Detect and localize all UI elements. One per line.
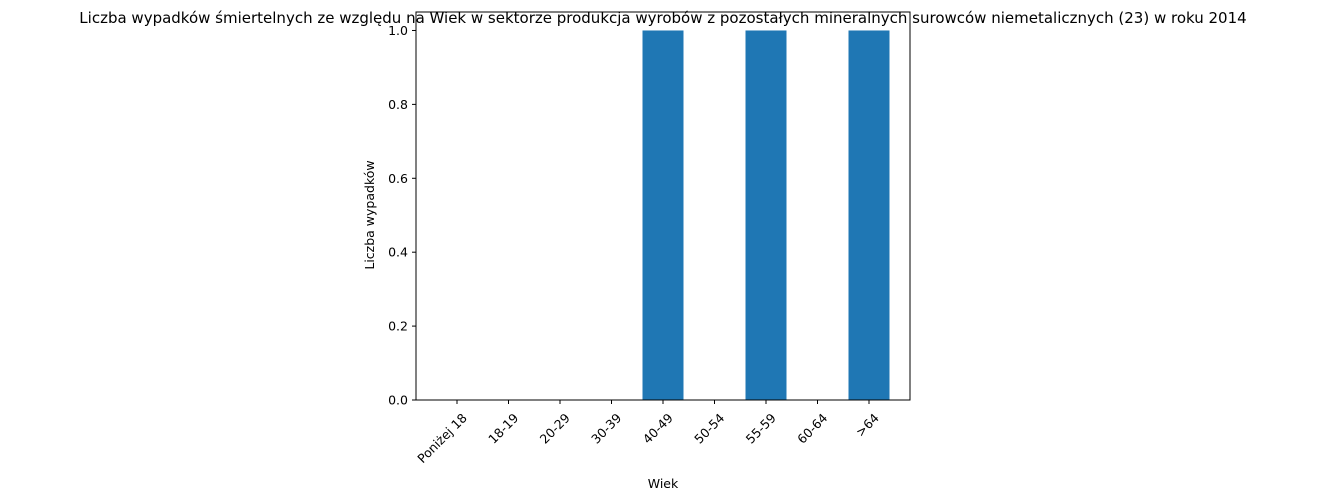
x-tick-label: 60-64 bbox=[794, 410, 830, 446]
y-tick-label: 0.8 bbox=[388, 97, 408, 112]
x-axis-ticks: Poniżej 18 18-19 20-29 30-39 40-49 50-54 55-59… bbox=[414, 400, 882, 466]
x-tick-label: 20-29 bbox=[537, 410, 573, 446]
x-tick-label: 30-39 bbox=[588, 410, 624, 446]
x-tick-label: 55-59 bbox=[743, 410, 779, 446]
bar-8 bbox=[848, 30, 890, 400]
x-tick-label: 50-54 bbox=[691, 410, 727, 446]
y-axis-ticks: 0.0 0.2 0.4 0.6 0.8 1.0 bbox=[388, 23, 416, 408]
bar-6 bbox=[745, 30, 787, 400]
plot-frame bbox=[415, 11, 911, 401]
y-tick-label: 0.4 bbox=[388, 245, 408, 260]
x-tick-label: Poniżej 18 bbox=[414, 410, 470, 466]
y-tick-label: 0.6 bbox=[388, 171, 408, 186]
bar-4 bbox=[642, 30, 684, 400]
y-axis-label: Liczba wypadków bbox=[362, 160, 377, 269]
x-tick-label: 18-19 bbox=[485, 410, 521, 446]
y-tick-label: 0.0 bbox=[388, 393, 408, 408]
x-tick-label: 40-49 bbox=[640, 410, 676, 446]
y-tick-label: 0.2 bbox=[388, 319, 408, 334]
chart-title: Liczba wypadków śmiertelnych ze względu … bbox=[79, 9, 1246, 27]
bars-layer bbox=[642, 30, 890, 400]
y-tick-label: 1.0 bbox=[388, 23, 408, 38]
x-axis-label: Wiek bbox=[648, 476, 679, 491]
x-tick-label: >64 bbox=[853, 410, 882, 439]
